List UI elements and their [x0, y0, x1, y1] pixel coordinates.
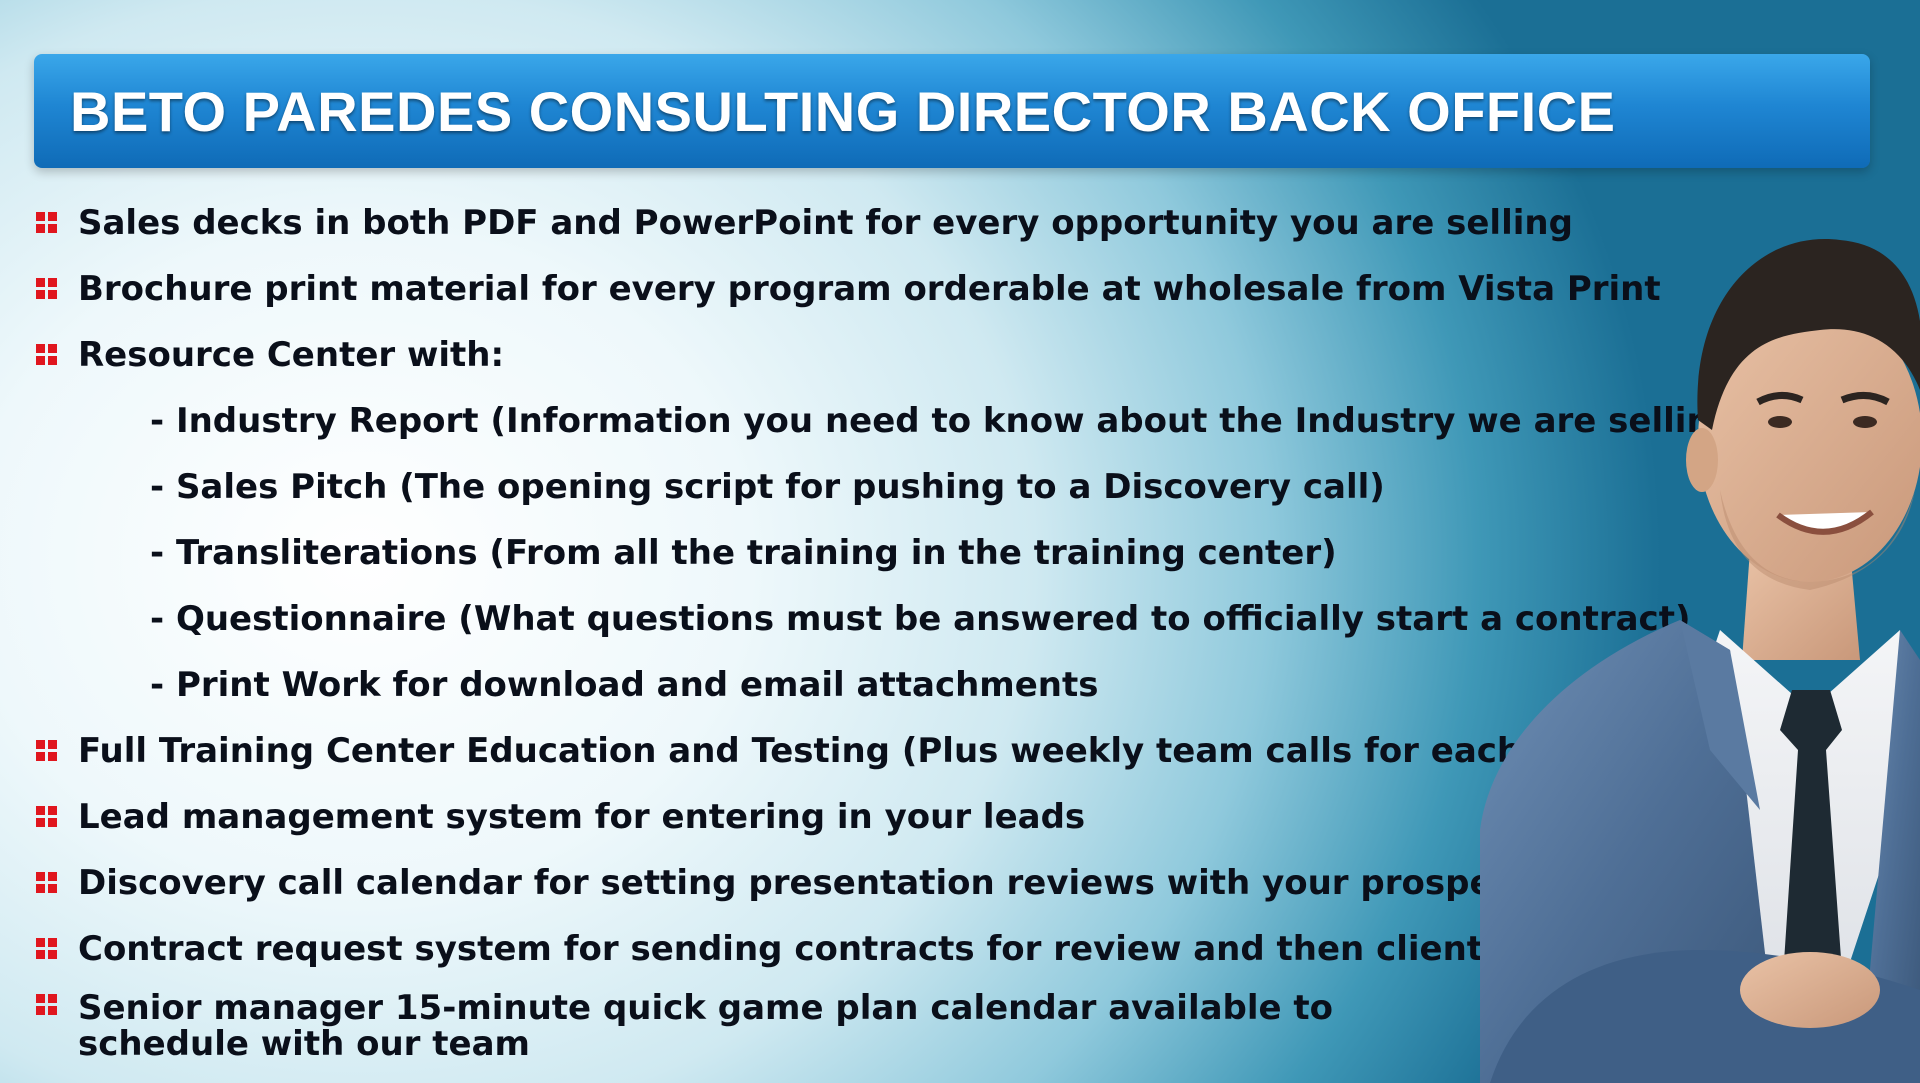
- red-four-square-bullet-icon: [36, 212, 58, 234]
- sub-list-item: - Print Work for download and email atta…: [34, 652, 1534, 718]
- list-item: Discovery call calendar for setting pres…: [34, 850, 1549, 916]
- red-four-square-bullet-icon: [36, 994, 58, 1016]
- sub-list-item: - Industry Report (Information you need …: [34, 388, 1798, 454]
- list-item-text: Discovery call calendar for setting pres…: [78, 863, 1550, 903]
- list-item-text: Lead management system for entering in y…: [78, 797, 1086, 837]
- list-item-text: Senior manager 15-minute quick game plan…: [78, 988, 1334, 1064]
- list-item: Contract request system for sending cont…: [34, 916, 1679, 982]
- businessman-photo: [1480, 239, 1920, 1083]
- list-item-text: Sales decks in both PDF and PowerPoint f…: [78, 203, 1573, 243]
- list-item: Sales decks in both PDF and PowerPoint f…: [34, 190, 1573, 256]
- sub-list-item-text: - Transliterations (From all the trainin…: [150, 533, 1337, 573]
- sub-list-item: - Sales Pitch (The opening script for pu…: [34, 454, 1534, 520]
- sub-list-item-text: - Industry Report (Information you need …: [150, 401, 1799, 441]
- list-item-text: Contract request system for sending cont…: [78, 929, 1679, 969]
- list-item: Full Training Center Education and Testi…: [34, 718, 1714, 784]
- red-four-square-bullet-icon: [36, 344, 58, 366]
- red-four-square-bullet-icon: [36, 806, 58, 828]
- slide-title: BETO PAREDES CONSULTING DIRECTOR BACK OF…: [70, 79, 1616, 143]
- sub-list-item-text: - Print Work for download and email atta…: [150, 665, 1099, 705]
- red-four-square-bullet-icon: [36, 278, 58, 300]
- sub-list-item: - Transliterations (From all the trainin…: [34, 520, 1534, 586]
- list-item: Resource Center with:: [34, 322, 1534, 388]
- list-item: Senior manager 15-minute quick game plan…: [34, 982, 1454, 1070]
- red-four-square-bullet-icon: [36, 872, 58, 894]
- bullet-list: Sales decks in both PDF and PowerPoint f…: [34, 190, 1798, 1070]
- sub-list-item: - Questionnaire (What questions must be …: [34, 586, 1691, 652]
- sub-list-item-text: - Sales Pitch (The opening script for pu…: [150, 467, 1385, 507]
- sub-list-item-text: - Questionnaire (What questions must be …: [150, 599, 1691, 639]
- title-bar: BETO PAREDES CONSULTING DIRECTOR BACK OF…: [34, 54, 1870, 168]
- list-item: Lead management system for entering in y…: [34, 784, 1534, 850]
- red-four-square-bullet-icon: [36, 740, 58, 762]
- list-item-text: Full Training Center Education and Testi…: [78, 731, 1715, 771]
- list-item-text: Brochure print material for every progra…: [78, 269, 1661, 309]
- list-item: Brochure print material for every progra…: [34, 256, 1661, 322]
- red-four-square-bullet-icon: [36, 938, 58, 960]
- list-item-text: Resource Center with:: [78, 335, 505, 375]
